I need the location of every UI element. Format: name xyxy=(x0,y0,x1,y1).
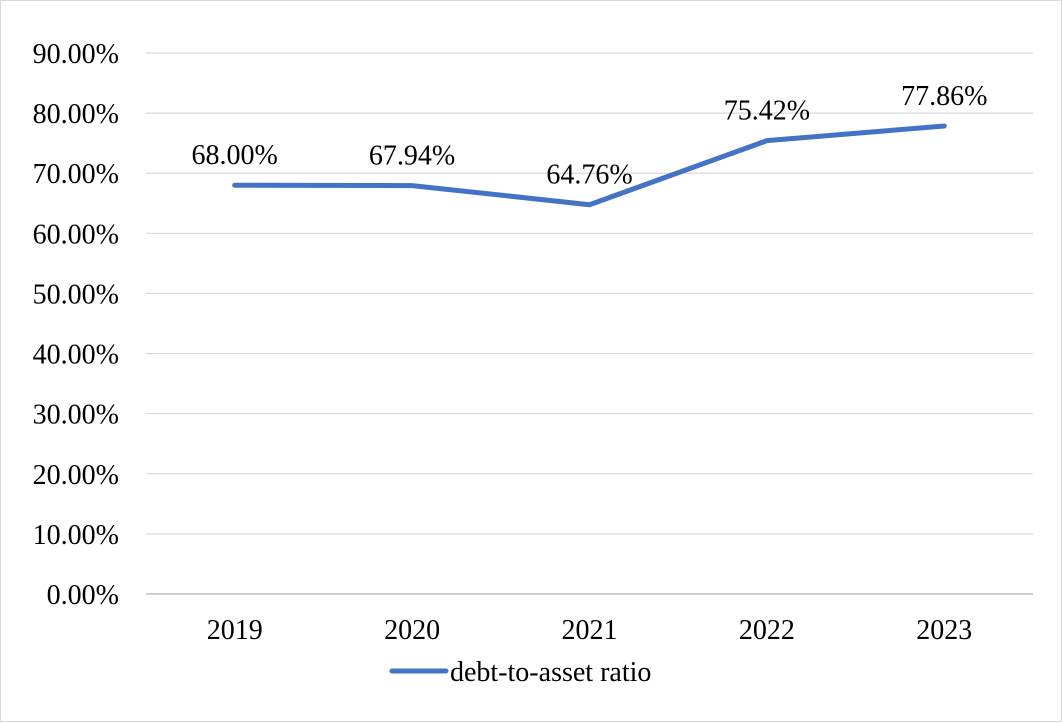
x-tick-label: 2022 xyxy=(739,615,795,646)
data-label: 68.00% xyxy=(192,140,278,171)
y-tick-label: 90.00% xyxy=(33,39,119,70)
y-tick-label: 80.00% xyxy=(33,99,119,130)
series-layer xyxy=(232,123,947,208)
gridlines xyxy=(146,52,1033,595)
y-tick-label: 0.00% xyxy=(47,580,119,611)
data-labels: 68.00% 67.94% 64.76% 75.42% 77.86% xyxy=(192,81,988,191)
y-tick-label: 30.00% xyxy=(33,400,119,431)
y-tick-label: 40.00% xyxy=(33,340,119,371)
x-tick-label: 2023 xyxy=(916,615,972,646)
y-tick-label: 50.00% xyxy=(33,279,119,310)
y-tick-label: 70.00% xyxy=(33,159,119,190)
legend-label: debt-to-asset ratio xyxy=(450,657,651,688)
x-tick-label: 2019 xyxy=(207,615,263,646)
y-axis-tick-labels: 0.00% 10.00% 20.00% 30.00% 40.00% 50.00% 60.00… xyxy=(33,39,119,611)
series-line xyxy=(232,123,947,208)
y-tick-label: 60.00% xyxy=(33,219,119,250)
x-axis-tick-labels: 2019 2020 2021 2022 2023 xyxy=(207,615,973,646)
data-label: 64.76% xyxy=(546,160,632,191)
data-label: 67.94% xyxy=(369,141,455,172)
y-tick-label: 10.00% xyxy=(33,520,119,551)
x-tick-label: 2021 xyxy=(562,615,618,646)
x-tick-label: 2020 xyxy=(384,615,440,646)
legend: debt-to-asset ratio xyxy=(389,657,651,688)
data-label: 75.42% xyxy=(724,96,810,127)
y-tick-label: 20.00% xyxy=(33,460,119,491)
data-label: 77.86% xyxy=(901,81,987,112)
